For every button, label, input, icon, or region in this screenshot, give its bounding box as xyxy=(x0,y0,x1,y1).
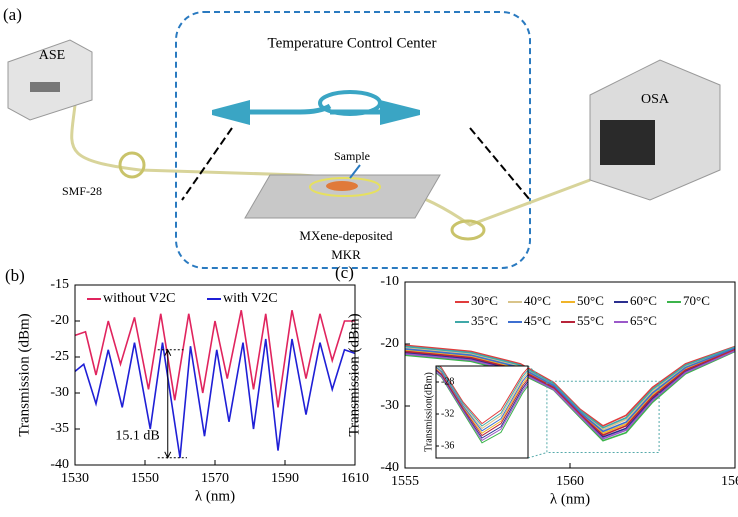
inset-y-tick-label: -32 xyxy=(441,408,454,419)
y-tick-label: -30 xyxy=(380,398,399,413)
series-line xyxy=(74,338,356,458)
series-line xyxy=(404,345,736,429)
osa-screen xyxy=(600,120,655,165)
legend-label: 30°C xyxy=(471,293,498,308)
ase-screen xyxy=(30,82,60,92)
x-tick-label: 1590 xyxy=(271,471,299,486)
y-tick-label: -40 xyxy=(380,460,399,475)
legend-label: with V2C xyxy=(223,291,278,306)
series-line xyxy=(404,347,736,433)
x-axis-label: λ (nm) xyxy=(195,488,235,504)
inset-y-tick-label: -28 xyxy=(441,376,454,387)
sample xyxy=(326,181,358,191)
series-line xyxy=(436,371,528,442)
series-line xyxy=(436,369,528,439)
series-line xyxy=(436,367,528,434)
zoom-link xyxy=(527,365,548,382)
series-line xyxy=(404,348,736,435)
y-tick-label: -40 xyxy=(50,457,69,472)
ase-device xyxy=(7,39,93,121)
series-line xyxy=(404,349,736,438)
series-line xyxy=(437,366,528,427)
series-line xyxy=(404,346,736,431)
y-tick-label: -35 xyxy=(50,421,69,436)
legend-label: 40°C xyxy=(524,293,551,308)
chamber-box xyxy=(175,11,531,269)
fiber-coil xyxy=(118,151,146,179)
device-label: MXene-deposited xyxy=(299,228,393,243)
inset-y-tick-label: -36 xyxy=(441,440,454,451)
series-line xyxy=(436,368,528,437)
y-tick-label: -10 xyxy=(380,274,399,289)
annotation: 15.1 dB xyxy=(115,428,159,443)
knot-ring xyxy=(318,90,382,116)
x-tick-label: 1530 xyxy=(61,471,89,486)
series-line xyxy=(404,348,736,437)
device-label: MKR xyxy=(331,247,361,262)
legend-label: 60°C xyxy=(630,293,657,308)
ring xyxy=(309,177,381,197)
chamber-title: Temperature Control Center xyxy=(268,35,437,51)
series-line xyxy=(436,366,528,430)
zoom-link xyxy=(527,452,548,459)
panel-a: (a) ASE OSA Temperature Control Center S… xyxy=(3,5,721,269)
series-line xyxy=(438,366,528,425)
annot-arrow xyxy=(164,348,172,459)
series-line xyxy=(74,310,355,408)
legend-label: 35°C xyxy=(471,313,498,328)
inset-y-label: Transmission(dBm) xyxy=(423,372,434,452)
sample-label: Sample xyxy=(334,149,370,163)
legend-label: 65°C xyxy=(630,313,657,328)
y-tick-label: -30 xyxy=(50,385,69,400)
x-tick-label: 1610 xyxy=(341,471,369,486)
y-tick-label: -15 xyxy=(50,277,69,292)
zoom-box xyxy=(546,380,660,454)
y-tick-label: -25 xyxy=(50,349,69,364)
legend-label: 70°C xyxy=(683,293,710,308)
sample-arrow xyxy=(349,164,361,179)
legend-label: without V2C xyxy=(103,291,175,306)
device-label: OSA xyxy=(641,92,670,107)
legend-label: 50°C xyxy=(577,293,604,308)
x-tick-label: 1560 xyxy=(556,474,584,489)
inset-lines xyxy=(436,366,528,444)
fiber-coil xyxy=(450,219,486,241)
legend-label: 45°C xyxy=(524,313,551,328)
panel-label: (b) xyxy=(5,266,25,285)
micro-fiber xyxy=(250,103,380,115)
panel-label: (a) xyxy=(3,5,22,24)
y-axis-label: Transmission (dBm) xyxy=(16,313,32,436)
legend-label: 55°C xyxy=(577,313,604,328)
x-tick-label: 1570 xyxy=(201,471,229,486)
y-axis-label: Transmission (dBm) xyxy=(346,313,362,436)
y-tick-label: -20 xyxy=(50,313,69,328)
fiber-label: SMF-28 xyxy=(62,184,102,198)
y-tick-label: -20 xyxy=(380,336,399,351)
series-line xyxy=(436,366,528,432)
panel-label: (c) xyxy=(335,263,354,282)
zoom-line xyxy=(181,127,531,201)
x-tick-label: 1550 xyxy=(131,471,159,486)
x-tick-label: 1565 xyxy=(721,474,738,489)
device-label: ASE xyxy=(39,48,65,63)
series-line xyxy=(404,344,736,427)
x-axis-label: λ (nm) xyxy=(550,491,590,507)
inset-frame xyxy=(435,365,529,459)
x-tick-label: 1555 xyxy=(391,474,419,489)
series-line xyxy=(436,372,528,444)
